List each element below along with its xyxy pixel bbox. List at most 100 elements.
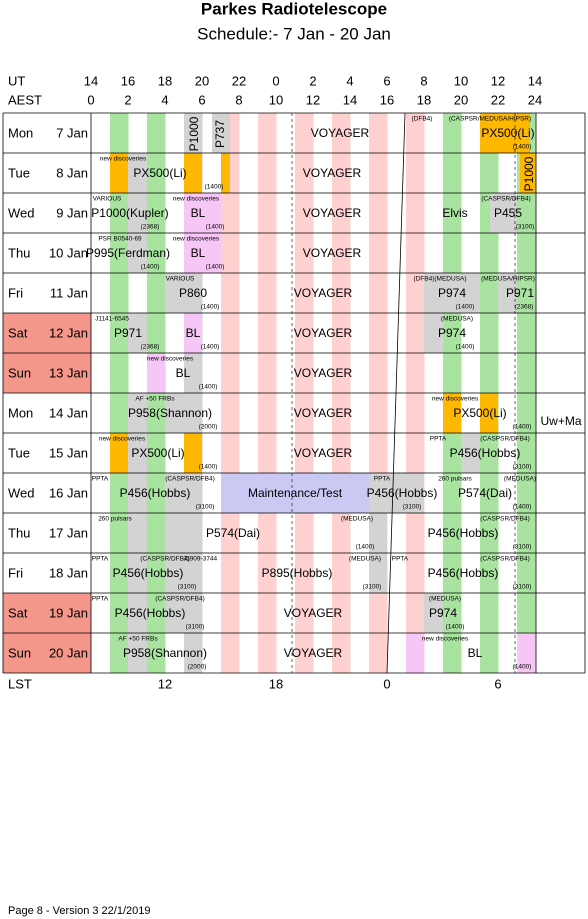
aest-hour: 2 xyxy=(124,92,131,107)
day-date: 12 Jan xyxy=(49,325,88,340)
hour-stripe xyxy=(480,273,499,313)
project-note: (DFB4)(MEDUSA) xyxy=(413,276,466,283)
hour-stripe xyxy=(258,433,277,473)
ut-label: UT xyxy=(8,73,25,88)
hour-stripe xyxy=(295,233,314,273)
project-block xyxy=(369,553,387,593)
hour-stripe xyxy=(295,553,314,593)
hour-stripe xyxy=(110,513,129,553)
project-note: (DFB4) xyxy=(412,116,433,123)
ut-hour: 12 xyxy=(491,73,505,88)
hour-stripe xyxy=(369,593,388,633)
project-note: (3100) xyxy=(186,624,205,631)
project-block xyxy=(443,393,461,433)
hour-stripe xyxy=(110,473,129,513)
project-label: VOYAGER xyxy=(294,366,353,380)
project-label: Maintenance/Test xyxy=(248,486,343,500)
project-label: P1000 xyxy=(522,156,536,191)
ut-hour: 18 xyxy=(158,73,172,88)
project-label: P455 xyxy=(494,206,522,220)
project-block xyxy=(128,153,147,193)
project-label: VOYAGER xyxy=(303,166,362,180)
hour-stripe xyxy=(406,513,425,553)
hour-stripe xyxy=(258,233,277,273)
hour-stripe xyxy=(369,633,388,673)
hour-stripe xyxy=(332,113,351,153)
ut-hour: 16 xyxy=(121,73,135,88)
day-name: Wed xyxy=(8,485,35,500)
hour-stripe xyxy=(110,393,129,433)
project-note: (1400) xyxy=(205,184,224,191)
hour-stripe xyxy=(369,433,388,473)
hour-stripe xyxy=(480,633,499,673)
project-label: PX500(Li) xyxy=(133,166,186,180)
project-block xyxy=(212,113,230,153)
project-label: P456(Hobbs) xyxy=(428,526,499,540)
ut-hour: 10 xyxy=(454,73,468,88)
hour-stripe xyxy=(110,233,129,273)
day-date: 10 Jan xyxy=(49,245,88,260)
project-block xyxy=(461,433,480,473)
hour-stripe xyxy=(443,633,462,673)
project-block xyxy=(184,193,221,233)
hour-stripe xyxy=(147,553,166,593)
project-label: VOYAGER xyxy=(303,206,362,220)
project-note: AF +50 FRBs xyxy=(135,396,175,403)
aest-label: AEST xyxy=(8,92,42,107)
hour-stripe xyxy=(332,193,351,233)
project-block xyxy=(490,193,517,233)
project-note: (MEDUSA) xyxy=(504,476,536,483)
project-note: (CASPSR/DFB4) xyxy=(155,596,204,603)
hour-stripe xyxy=(184,273,203,313)
project-label: PX500(Li) xyxy=(453,406,506,420)
lst-hour: 6 xyxy=(494,676,501,691)
project-label: P456(Hobbs) xyxy=(113,566,184,580)
ut-hour: 8 xyxy=(420,73,427,88)
hour-stripe xyxy=(369,273,388,313)
project-label: P574(Dai) xyxy=(206,526,260,540)
aest-hour: 18 xyxy=(417,92,431,107)
day-cell xyxy=(3,233,91,273)
day-date: 16 Jan xyxy=(49,485,88,500)
ut-hour: 6 xyxy=(383,73,390,88)
hour-stripe xyxy=(184,633,203,673)
project-block xyxy=(165,513,184,553)
hour-stripe xyxy=(332,433,351,473)
project-block xyxy=(165,273,184,313)
day-cell xyxy=(3,633,91,673)
project-note: (1400) xyxy=(356,544,375,551)
project-block xyxy=(221,473,369,513)
project-note: (MEDUSA) xyxy=(441,316,473,323)
hour-stripe xyxy=(480,313,499,353)
hour-stripe xyxy=(406,193,425,233)
project-block xyxy=(128,553,147,593)
day-cell xyxy=(3,113,91,153)
project-note: new discoveries xyxy=(147,356,194,363)
project-block xyxy=(480,113,530,153)
hour-stripe xyxy=(295,353,314,393)
day-cell xyxy=(3,433,91,473)
hour-stripe xyxy=(406,153,425,193)
hour-stripe xyxy=(110,353,129,393)
schedule-grid: Mon 7 Jan P1000 P737 VOYAGER (DFB4) (CASPSR/ME… xyxy=(2,73,586,691)
hour-stripe xyxy=(517,353,536,393)
day-date: 13 Jan xyxy=(49,365,88,380)
hour-stripe xyxy=(258,193,277,233)
hour-stripe xyxy=(295,393,314,433)
project-label: PX500(Li) xyxy=(481,126,534,140)
hour-stripe xyxy=(517,553,536,593)
project-block xyxy=(128,473,147,513)
ut-hour: 14 xyxy=(528,73,542,88)
project-block xyxy=(369,473,424,513)
project-note: PPTA xyxy=(92,596,109,603)
project-block xyxy=(184,233,221,273)
project-label: VOYAGER xyxy=(294,406,353,420)
day-name: Sun xyxy=(8,645,31,660)
hour-stripe xyxy=(517,273,536,313)
project-note: (CASPSR/DFB4) xyxy=(480,556,529,563)
project-note: (MEDUSA) xyxy=(429,596,461,603)
project-note: (2000) xyxy=(199,424,218,431)
hour-stripe xyxy=(221,633,240,673)
hour-stripe xyxy=(480,593,499,633)
